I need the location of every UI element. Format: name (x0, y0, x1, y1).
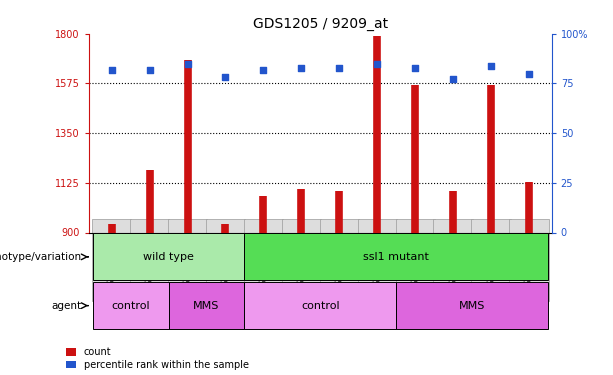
Point (297, 64, 306, 70)
Point (221, 75, 230, 81)
Text: genotype/variation: genotype/variation (0, 252, 82, 262)
Text: agent: agent (52, 301, 82, 310)
Point (334, 64, 344, 70)
Bar (245, 282, 396, 329)
Legend: count, percentile rank within the sample: count, percentile rank within the sample (66, 347, 249, 370)
Bar (93, 282, 169, 329)
Point (524, 70, 534, 76)
Point (486, 63, 496, 69)
Text: control: control (301, 301, 340, 310)
Point (183, 60, 192, 67)
Point (107, 66, 116, 72)
Point (448, 76, 458, 82)
Point (372, 60, 382, 67)
Point (145, 66, 154, 72)
Point (410, 64, 420, 70)
Title: GDS1205 / 9209_at: GDS1205 / 9209_at (253, 17, 388, 32)
Text: control: control (112, 301, 150, 310)
Bar (169, 282, 245, 329)
Bar (245, 234, 548, 280)
Bar (396, 282, 548, 329)
Bar (93, 234, 245, 280)
Text: wild type: wild type (143, 252, 194, 262)
Point (259, 66, 268, 72)
Text: MMS: MMS (193, 301, 219, 310)
Text: ssl1 mutant: ssl1 mutant (364, 252, 429, 262)
Text: MMS: MMS (459, 301, 485, 310)
